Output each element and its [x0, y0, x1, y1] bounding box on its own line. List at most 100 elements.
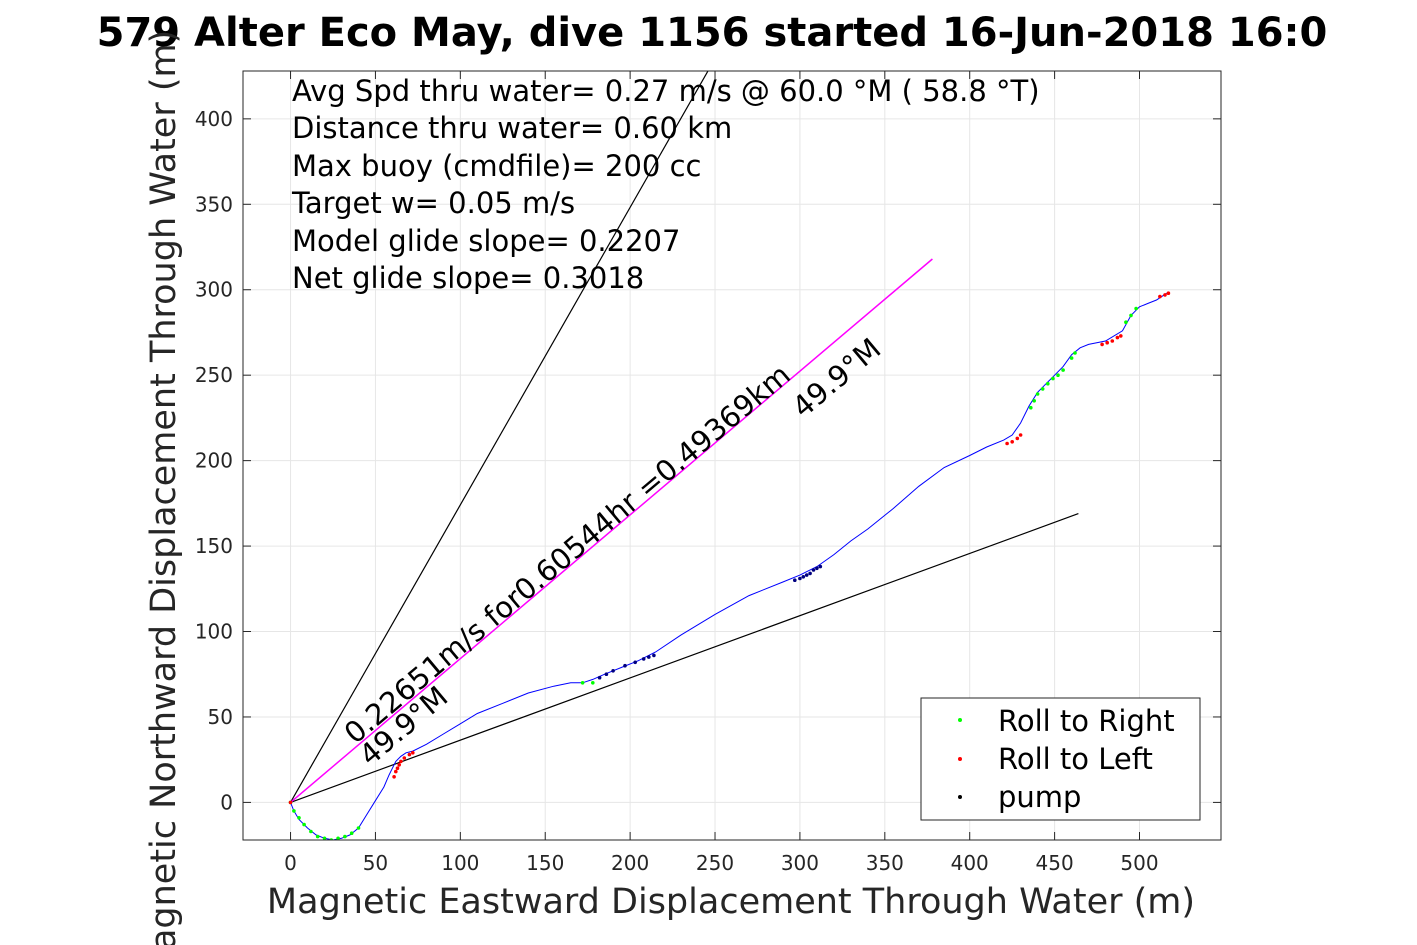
y-tick-label: 300 — [195, 278, 233, 302]
pump-point — [804, 573, 809, 577]
legend-marker-pump — [958, 795, 962, 799]
annotation-net-glide: Net glide slope= 0.3018 — [292, 261, 644, 295]
roll-right-point — [322, 836, 327, 840]
roll-right-point — [1073, 351, 1077, 355]
pump-point — [811, 568, 816, 572]
roll-right-point — [315, 834, 320, 839]
x-axis-label: Magnetic Eastward Displacement Through W… — [267, 882, 1195, 922]
roll-right-point — [1069, 356, 1074, 360]
y-tick-label: 250 — [195, 363, 233, 387]
roll-right-point — [309, 829, 313, 834]
annotation-model-glide: Model glide slope= 0.2207 — [292, 224, 680, 258]
legend-box — [920, 697, 1201, 821]
y-tick-label: 350 — [195, 192, 233, 216]
legend: Roll to Right Roll to Left pump — [920, 697, 1201, 821]
roll-left-point — [394, 769, 398, 774]
roll-left-point — [402, 756, 407, 760]
plot-frame — [242, 70, 1222, 841]
roll-left-point — [1110, 339, 1115, 343]
pump-point — [798, 576, 802, 581]
pump-point — [818, 564, 823, 569]
legend-label-roll-right: Roll to Right — [998, 704, 1175, 738]
y-tick-label: 50 — [208, 705, 233, 729]
x-tick-label: 200 — [611, 851, 649, 875]
track-line — [290, 292, 1167, 840]
roll-left-point — [1015, 436, 1020, 441]
pump-point — [604, 672, 609, 676]
roll-left-point — [1166, 291, 1171, 296]
roll-right-point — [1129, 313, 1133, 318]
roll-left-point — [407, 752, 412, 757]
x-tick-label: 350 — [866, 851, 904, 875]
annotation-target-w: Target w= 0.05 m/s — [291, 186, 575, 220]
roll-right-point — [1056, 373, 1060, 378]
roll-left-point — [395, 766, 400, 770]
axis-ticks: 0 50 100 150 200 250 300 350 400 450 500 0 50 100 150 2… — [195, 71, 1221, 875]
y-tick-label: 200 — [195, 449, 233, 473]
annotation-distance: Distance thru water= 0.60 km — [292, 111, 732, 145]
roll-left-point — [397, 763, 402, 767]
y-axis-label: Magnetic Northward Displacement Through … — [144, 30, 184, 945]
x-tick-label: 150 — [526, 851, 564, 875]
pump-point — [597, 675, 602, 680]
roll-right-point — [1032, 399, 1036, 403]
roll-left-point — [1010, 440, 1014, 444]
y-tick-label: 0 — [220, 790, 233, 814]
roll-left-point — [288, 800, 293, 805]
roll-left-point — [392, 775, 396, 779]
roll-left-point — [1105, 340, 1109, 345]
roll-left-point — [411, 751, 415, 755]
annotation-avg-speed: Avg Spd thru water= 0.27 m/s @ 60.0 °M (… — [292, 74, 1040, 108]
pump-point — [641, 657, 646, 661]
model-glide-line — [290, 258, 933, 803]
roll-right-point — [1040, 387, 1045, 391]
annotation-max-buoy: Max buoy (cmdfile)= 200 cc — [292, 149, 701, 183]
roll-right-point — [292, 809, 296, 813]
pump-point — [793, 578, 797, 582]
roll-left-point — [1100, 342, 1104, 347]
roll-left-point — [1115, 335, 1120, 340]
annotation-block: Avg Spd thru water= 0.27 m/s @ 60.0 °M (… — [291, 74, 1040, 295]
x-tick-label: 450 — [1036, 851, 1074, 875]
roll-right-point — [1046, 381, 1050, 386]
pump-point — [633, 660, 637, 665]
pump-point — [808, 571, 812, 576]
x-tick-label: 0 — [284, 851, 297, 875]
legend-marker-roll-right — [958, 718, 962, 722]
x-tick-label: 100 — [441, 851, 479, 875]
roll-right-point — [1061, 368, 1065, 372]
x-tick-label: 300 — [781, 851, 819, 875]
roll-right-point — [297, 816, 301, 820]
roll-right-point — [580, 681, 585, 685]
roll-left-point — [1005, 441, 1009, 446]
roll-left-point — [1158, 294, 1162, 299]
x-tick-label: 50 — [363, 851, 388, 875]
pump-point — [801, 575, 806, 579]
roll-right-point — [356, 826, 361, 830]
roll-right-point — [1124, 320, 1128, 325]
legend-label-pump: pump — [998, 780, 1081, 814]
y-tick-label: 150 — [195, 534, 233, 558]
roll-right-point — [591, 681, 595, 685]
pump-point — [815, 566, 819, 571]
x-tick-label: 400 — [951, 851, 989, 875]
data-layer — [288, 71, 1171, 840]
pump-point — [611, 669, 615, 673]
roll-right-point — [343, 834, 347, 839]
roll-left-point — [1018, 433, 1023, 437]
roll-right-point — [1029, 405, 1033, 410]
roll-right-point — [349, 831, 354, 835]
pump-point — [647, 655, 651, 659]
reference-line-steep — [289, 71, 709, 803]
roll-left-point — [1119, 334, 1123, 338]
pump-point — [623, 663, 627, 668]
roll-right-point — [336, 836, 340, 840]
legend-marker-roll-left — [958, 757, 962, 761]
chart-title: 579 Alter Eco May, dive 1156 started 16-… — [97, 10, 1328, 56]
roll-right-point — [1051, 376, 1055, 381]
roll-right-point — [302, 822, 306, 827]
legend-label-roll-left: Roll to Left — [998, 742, 1153, 776]
roll-left-point — [1163, 293, 1167, 297]
y-tick-label: 100 — [195, 620, 233, 644]
